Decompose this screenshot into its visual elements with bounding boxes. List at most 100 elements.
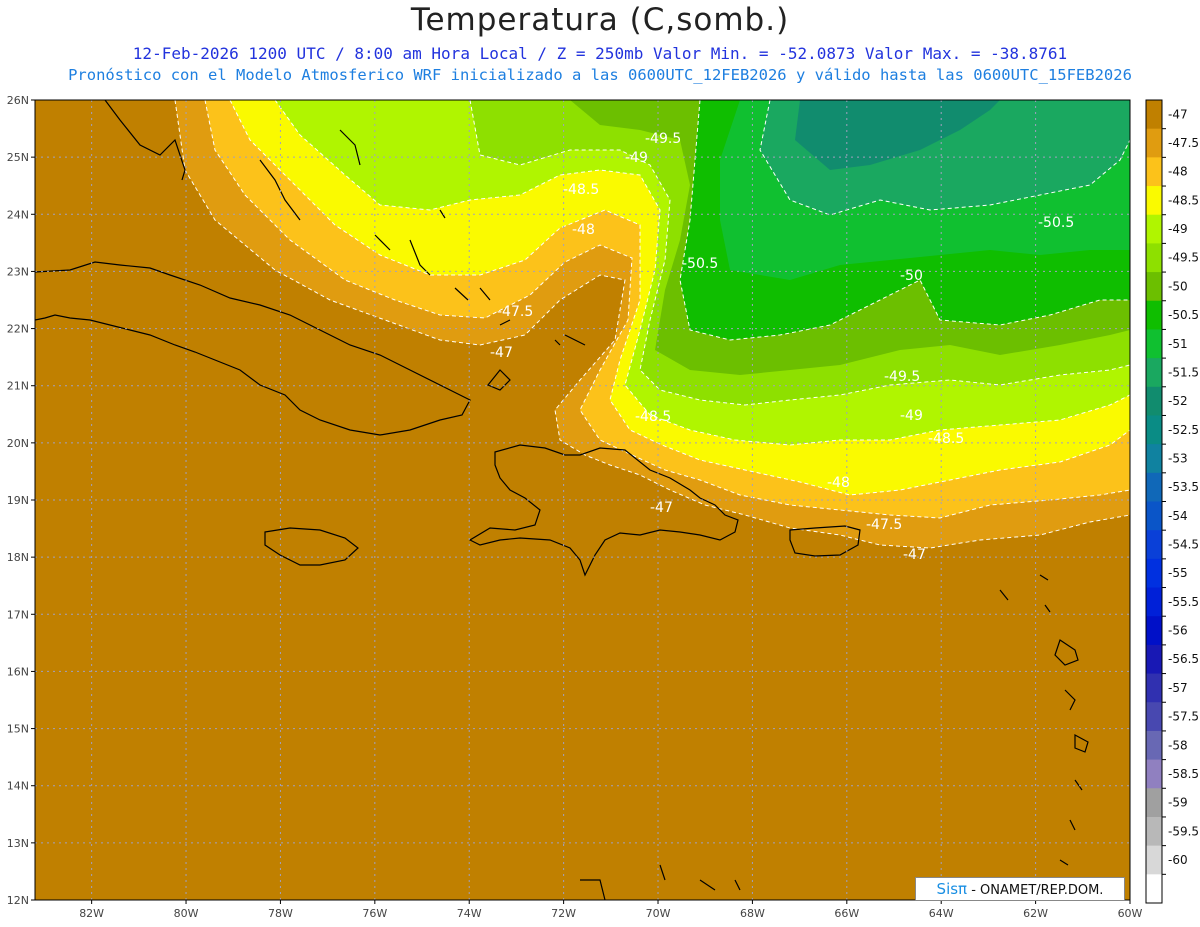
lat-tick-label: 12N [7, 894, 29, 907]
colorbar-swatch [1146, 644, 1162, 675]
colorbar-label: -49.5 [1168, 251, 1199, 265]
colorbar-label: -59.5 [1168, 824, 1199, 838]
colorbar-label: -48 [1168, 165, 1188, 179]
contour-label: -50 [900, 268, 923, 284]
contour-label: -47 [903, 547, 926, 563]
colorbar-swatch [1146, 329, 1162, 359]
colorbar-swatch [1146, 100, 1162, 130]
colorbar-label: -56.5 [1168, 652, 1199, 666]
lat-tick-label: 25N [7, 151, 29, 164]
lat-tick-label: 22N [7, 323, 29, 336]
colorbar-label: -55 [1168, 566, 1188, 580]
lon-tick-label: 64W [929, 907, 954, 920]
colorbar-label: -50.5 [1168, 308, 1199, 322]
shaded-temperature-field [35, 100, 1130, 900]
contour-label: -49.5 [645, 131, 681, 147]
colorbar-label: -51 [1168, 337, 1188, 351]
contour-labels: -49.5 -49 -48.5 -48 -47.5 -47 -50.5 -50 … [490, 131, 1074, 563]
colorbar-label: -56 [1168, 624, 1188, 638]
colorbar-swatch [1146, 472, 1162, 502]
colorbar-swatch [1146, 501, 1162, 531]
gridlines [35, 99, 1131, 901]
contour-label: -49.5 [884, 369, 920, 385]
contour-label: -47 [650, 500, 673, 516]
colorbar-swatch [1146, 186, 1162, 216]
colorbar-label: -48.5 [1168, 193, 1199, 207]
colorbar-swatch [1146, 730, 1162, 761]
colorbar-label: -58.5 [1168, 767, 1199, 781]
colorbar-label: -59 [1168, 796, 1188, 810]
colorbar-label: -53.5 [1168, 480, 1199, 494]
colorbar-label: -58 [1168, 738, 1188, 752]
contour-lines [174, 100, 1130, 549]
latitude-labels: 26N 25N 24N 23N 22N 21N 20N 19N 18N 17N 16N 15N 14N 1… [7, 94, 35, 907]
colorbar-swatch [1146, 702, 1162, 732]
colorbar-swatch [1146, 673, 1162, 703]
puerto-rico-coast [789, 525, 861, 557]
lon-tick-label: 76W [362, 907, 387, 920]
lon-tick-label: 68W [740, 907, 765, 920]
credit-text: - ONAMET/REP.DOM. [967, 883, 1104, 898]
colorbar-swatch [1146, 530, 1162, 560]
lon-tick-label: 74W [457, 907, 482, 920]
colorbar-swatch [1146, 874, 1162, 904]
florida-coast [104, 100, 186, 181]
colorbar-label: -57.5 [1168, 710, 1199, 724]
sispi-logo: Sisπ [936, 880, 968, 898]
lon-tick-label: 66W [834, 907, 859, 920]
jamaica-coast [264, 527, 359, 566]
lat-tick-label: 18N [7, 551, 29, 564]
lesser-antilles [999, 574, 1089, 866]
colorbar-swatch [1146, 587, 1162, 617]
contour-label: -47.5 [497, 304, 533, 320]
lat-tick-label: 23N [7, 265, 29, 278]
lat-tick-label: 16N [7, 665, 29, 678]
colorbar-swatch [1146, 386, 1162, 416]
contour-label: -49 [625, 150, 648, 166]
lon-tick-label: 72W [551, 907, 576, 920]
lat-tick-label: 19N [7, 494, 29, 507]
colorbar-swatch [1146, 157, 1162, 187]
lon-tick-label: 78W [268, 907, 293, 920]
credit-box: Sisπ - ONAMET/REP.DOM. [915, 877, 1125, 901]
contour-label: -49 [900, 408, 923, 424]
hispaniola-coast [468, 444, 739, 577]
lon-tick-label: 60W [1118, 907, 1143, 920]
lon-tick-label: 70W [646, 907, 671, 920]
lat-tick-label: 20N [7, 437, 29, 450]
colorbar-label: -49 [1168, 222, 1188, 236]
lat-tick-label: 17N [7, 608, 29, 621]
coastlines [35, 100, 1089, 900]
colorbar-swatch [1146, 444, 1162, 474]
colorbar-label: -52 [1168, 394, 1188, 408]
contour-label: -48 [572, 222, 595, 238]
contour-label: -50.5 [682, 256, 718, 272]
lon-tick-label: 80W [174, 907, 199, 920]
colorbar-swatch [1146, 272, 1162, 302]
cuba-coast [35, 261, 471, 436]
colorbar-label: -53 [1168, 451, 1188, 465]
contour-label: -47 [490, 345, 513, 361]
colorbar-swatch [1146, 845, 1162, 875]
colorbar-swatch [1146, 616, 1162, 646]
colorbar-swatch [1146, 358, 1162, 388]
lat-tick-label: 13N [7, 837, 29, 850]
lat-tick-label: 24N [7, 208, 29, 221]
contour-label: -48.5 [563, 182, 599, 198]
lon-tick-label: 82W [79, 907, 104, 920]
colorbar-label: -57 [1168, 681, 1188, 695]
colorbar-swatch [1146, 759, 1162, 789]
lat-tick-label: 21N [7, 380, 29, 393]
colorbar-swatch [1146, 558, 1162, 589]
colorbar-swatch [1146, 128, 1162, 158]
model-info-line: Pronóstico con el Modelo Atmosferico WRF… [68, 66, 1132, 84]
colorbar-label: -54 [1168, 509, 1188, 523]
south-american-coast [580, 864, 741, 900]
colorbar-swatch [1146, 788, 1162, 818]
colorbar-label: -55.5 [1168, 595, 1199, 609]
colorbar: -47 -47.5 -48 -48.5 -49 -49.5 -50 -50.5 -51 -51.5… [1145, 99, 1199, 904]
colorbar-label: -60 [1168, 853, 1188, 867]
contour-label: -47.5 [866, 517, 902, 533]
colorbar-swatch [1146, 214, 1162, 244]
